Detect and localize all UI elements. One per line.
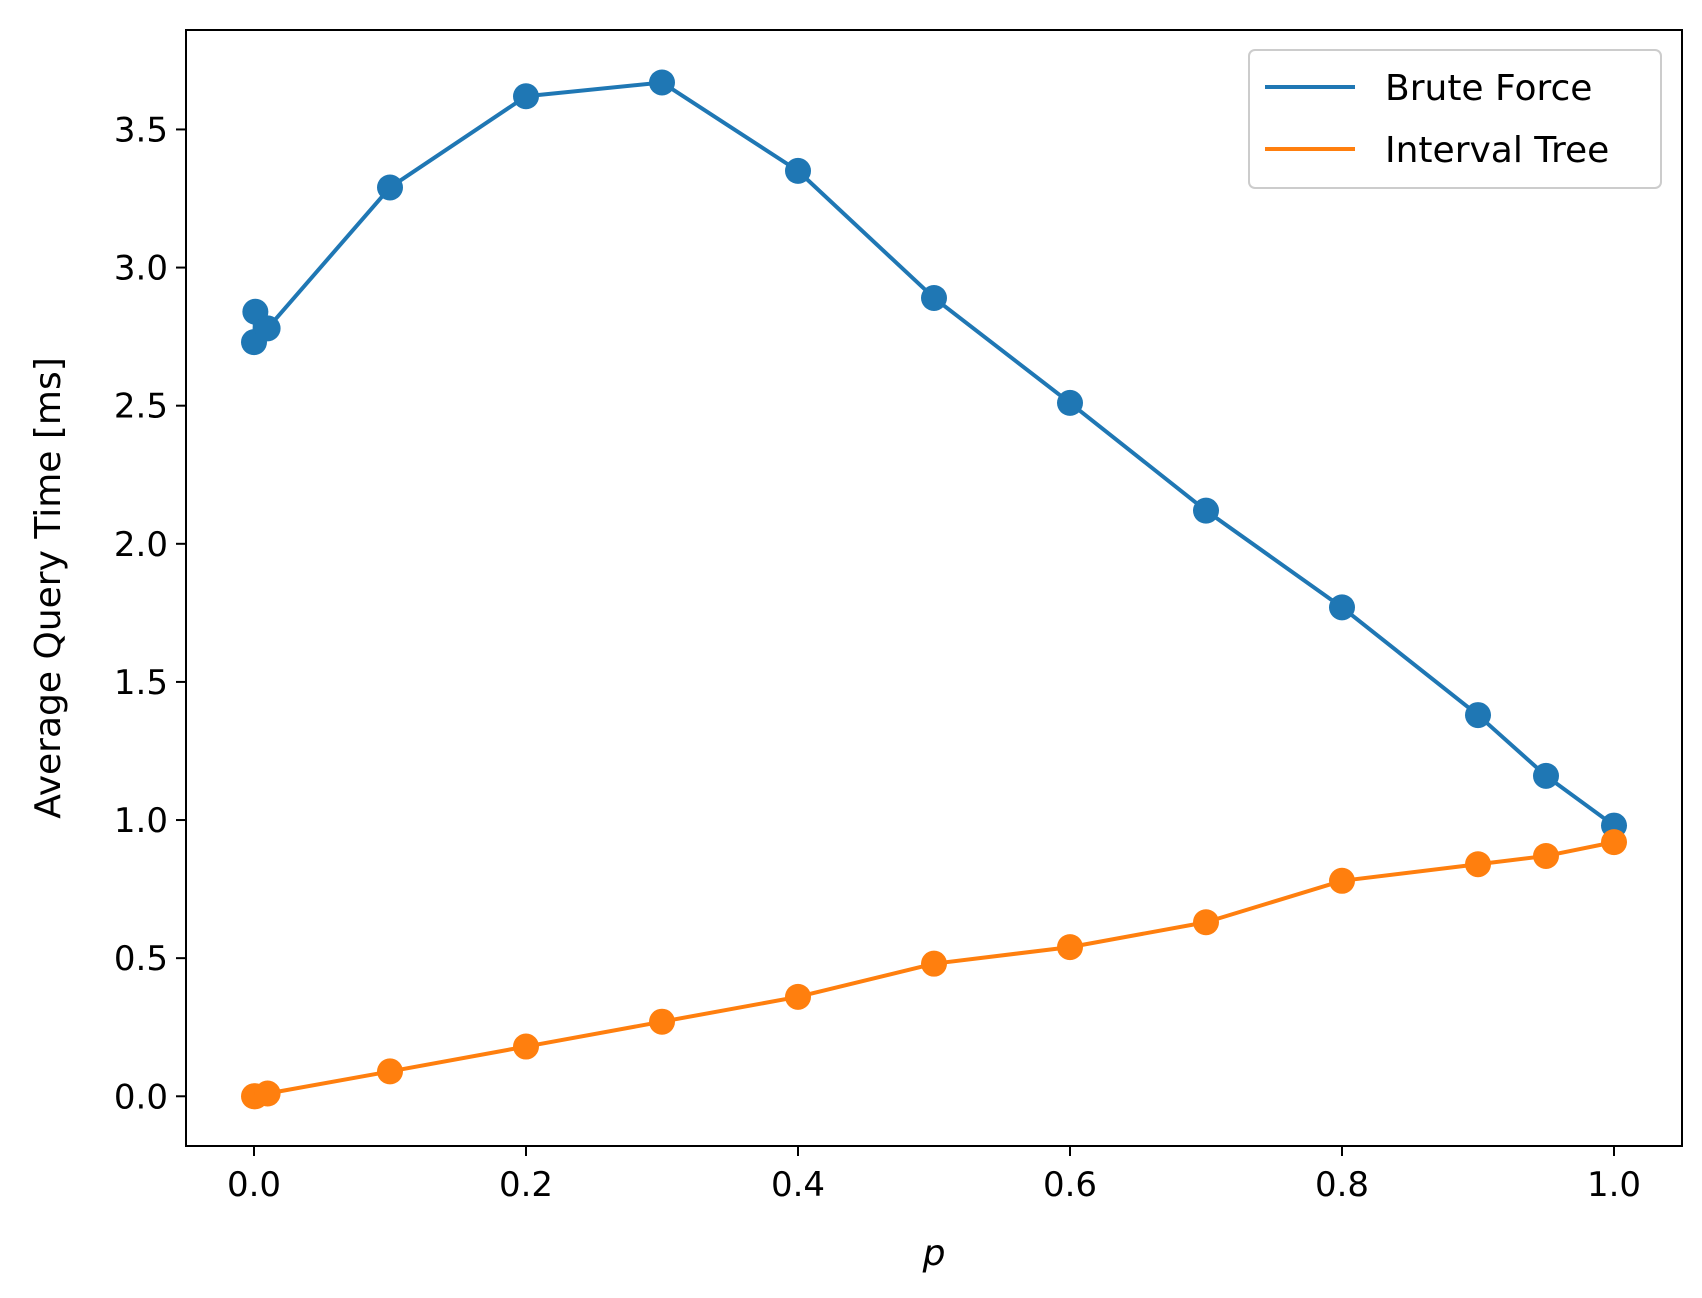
- x-tick-label: 0.0: [227, 1165, 281, 1205]
- y-axis-label: Average Query Time [ms]: [28, 357, 69, 819]
- y-tick-label: 2.0: [114, 525, 168, 565]
- data-point-interval-tree: [921, 950, 947, 977]
- y-tick-label: 0.0: [114, 1077, 168, 1117]
- y-tick-label: 3.0: [114, 249, 168, 289]
- data-point-brute-force: [1057, 389, 1083, 416]
- data-point-interval-tree: [1193, 909, 1219, 936]
- data-point-interval-tree: [1601, 829, 1627, 856]
- y-tick-label: 0.5: [114, 939, 168, 979]
- x-tick-label: 0.4: [771, 1165, 825, 1205]
- series-line-interval-tree: [253, 840, 1615, 1099]
- data-point-brute-force: [1533, 762, 1559, 789]
- data-point-interval-tree: [1465, 851, 1491, 878]
- data-point-interval-tree: [1533, 842, 1559, 869]
- legend-label-brute-force: Brute Force: [1385, 68, 1592, 109]
- x-tick-label: 0.6: [1043, 1165, 1097, 1205]
- y-tick-label: 2.5: [114, 387, 168, 427]
- legend-label-interval-tree: Interval Tree: [1385, 130, 1609, 171]
- data-point-brute-force: [921, 284, 947, 311]
- data-point-interval-tree: [1329, 867, 1355, 894]
- legend-frame: [1248, 49, 1662, 189]
- x-axis-ticks: 0.0 0.2 0.4 0.6 0.8 1.0: [227, 1146, 1641, 1205]
- data-point-brute-force: [649, 69, 675, 96]
- data-point-interval-tree: [513, 1033, 539, 1060]
- plot-area: [186, 30, 1682, 1146]
- x-tick-label: 1.0: [1587, 1165, 1641, 1205]
- y-tick-label: 3.5: [114, 110, 168, 150]
- data-point-interval-tree: [254, 1080, 281, 1107]
- data-point-brute-force: [377, 174, 403, 201]
- series-layer: [241, 69, 1627, 1110]
- y-tick-label: 1.5: [114, 663, 168, 703]
- data-point-interval-tree: [785, 983, 811, 1010]
- data-point-brute-force: [1329, 594, 1355, 621]
- data-point-interval-tree: [1057, 934, 1083, 961]
- data-point-brute-force: [1193, 497, 1219, 524]
- data-point-interval-tree: [649, 1008, 675, 1035]
- y-tick-label: 1.0: [114, 801, 168, 841]
- data-point-brute-force: [785, 157, 811, 184]
- data-point-interval-tree: [377, 1058, 403, 1085]
- series-line-brute-force: [252, 80, 1616, 828]
- data-point-brute-force: [513, 83, 539, 110]
- x-axis-label: p: [922, 1233, 946, 1274]
- legend: Brute Force Interval Tree: [1248, 49, 1662, 189]
- data-point-brute-force: [1465, 702, 1491, 729]
- y-axis-ticks: 0.0 0.5 1.0 1.5 2.0 2.5 3.0 3.5: [114, 110, 186, 1117]
- data-point-brute-force: [254, 315, 281, 342]
- plot-frame: [185, 29, 1683, 1147]
- x-tick-label: 0.8: [1315, 1165, 1369, 1205]
- x-tick-label: 0.2: [499, 1165, 553, 1205]
